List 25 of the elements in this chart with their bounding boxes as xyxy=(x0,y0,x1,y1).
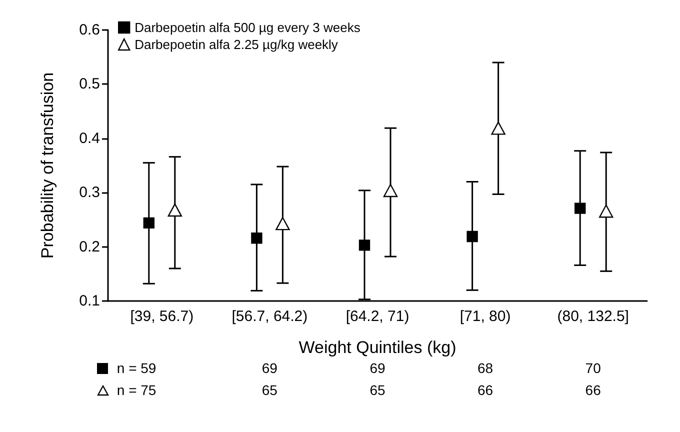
x-tick-label: [71, 80) xyxy=(460,308,511,325)
x-tick-label: [39, 56.7) xyxy=(130,308,194,325)
legend-label: Darbepoetin alfa 2.25 µg/kg weekly xyxy=(134,37,338,52)
x-tick-label: (80, 132.5] xyxy=(557,308,629,325)
text: 70 xyxy=(585,360,601,376)
y-tick-label: 0.6 xyxy=(79,22,100,38)
x-axis-title: Weight Quintiles (kg) xyxy=(298,338,456,357)
text: 66 xyxy=(478,382,494,398)
text: n = 59 xyxy=(116,360,156,376)
text: 65 xyxy=(370,382,386,398)
y-axis-title: Probability of transfusion xyxy=(38,72,57,259)
text: 69 xyxy=(370,360,386,376)
text: 68 xyxy=(478,360,494,376)
text: 65 xyxy=(262,382,278,398)
y-tick-label: 0.5 xyxy=(79,76,100,93)
y-tick-label: 0.1 xyxy=(79,292,100,310)
x-tick-label: [64.2, 71) xyxy=(346,308,410,325)
legend-label: Darbepoetin alfa 500 µg every 3 weeks xyxy=(134,20,361,35)
y-tick-label: 0.4 xyxy=(79,130,100,147)
text: 69 xyxy=(262,360,278,376)
x-tick-label: [56.7, 64.2) xyxy=(232,308,308,325)
text: 66 xyxy=(585,382,601,398)
y-tick-label: 0.2 xyxy=(79,238,100,256)
text: n = 75 xyxy=(116,382,156,398)
y-tick-label: 0.3 xyxy=(79,184,100,202)
